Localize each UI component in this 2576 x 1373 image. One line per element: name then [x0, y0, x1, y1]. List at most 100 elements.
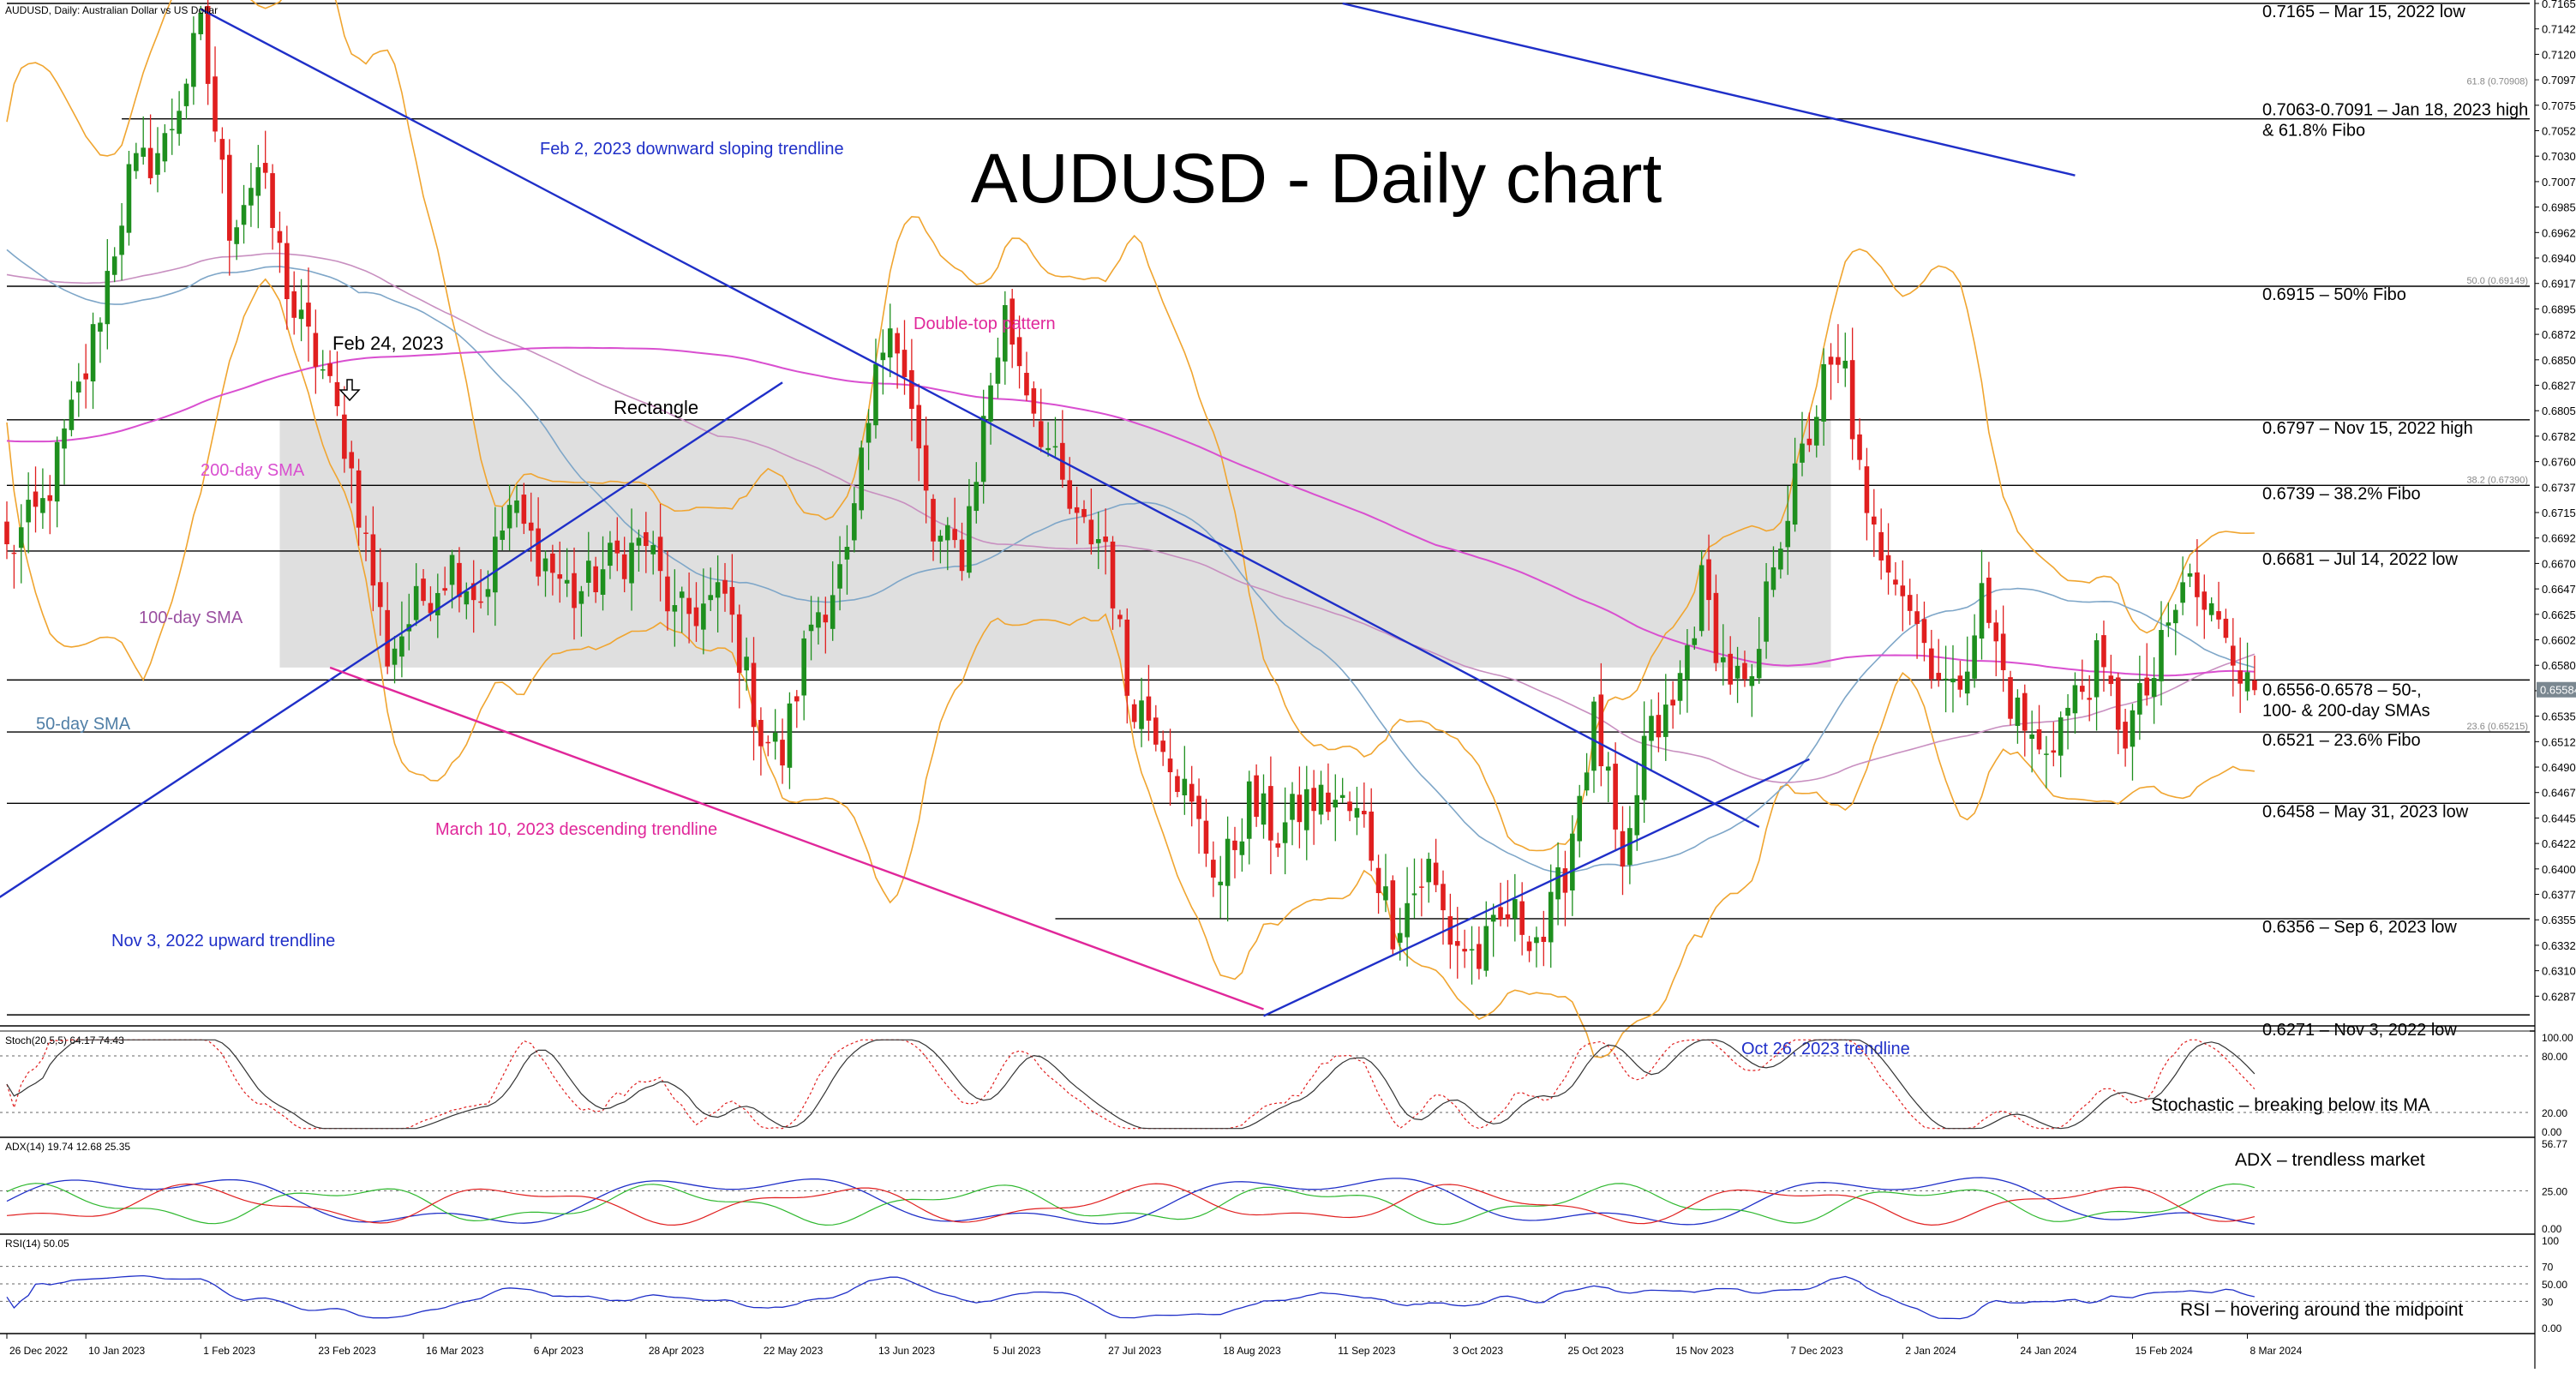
candle-body: [1534, 937, 1539, 944]
candle-body: [873, 363, 878, 426]
candle-body: [923, 445, 929, 491]
candle-body: [1641, 735, 1647, 800]
candle-body: [1577, 795, 1583, 842]
candle-body: [1950, 678, 1956, 683]
level-label: 0.6271 – Nov 3, 2022 low: [2262, 1021, 2457, 1040]
candle-body: [1598, 694, 1604, 767]
candle-body: [1872, 516, 1877, 525]
candle-body: [1175, 776, 1180, 792]
candle-body: [47, 495, 53, 501]
candle-body: [54, 441, 60, 502]
down-arrow-icon: [338, 379, 361, 402]
candle-body: [111, 256, 117, 275]
candle-body: [1375, 867, 1381, 894]
candle-body: [665, 576, 670, 612]
rsi-axis-label: 100: [2542, 1235, 2559, 1247]
candle-body: [1785, 520, 1791, 548]
y-tick-label: 0.67825: [2542, 430, 2576, 443]
candle-body: [837, 564, 842, 589]
rsi-axis-label: 50.00: [2542, 1279, 2567, 1291]
fibo-tag: 50.0 (0.69149): [2466, 276, 2528, 286]
candle-body: [134, 153, 139, 171]
x-tick-label: 10 Jan 2023: [88, 1345, 145, 1357]
candle-body: [1282, 822, 1288, 843]
candle-body: [1914, 611, 1920, 625]
candle-body: [363, 532, 368, 534]
candle-body: [608, 543, 613, 567]
candle-body: [536, 528, 541, 577]
candle-body: [1045, 447, 1051, 451]
level-label-2: & 61.8% Fibo: [2262, 122, 2365, 141]
candle-body: [1548, 891, 1554, 943]
candle-body: [1405, 902, 1410, 938]
candle-body: [1131, 704, 1137, 722]
candle-body: [1770, 567, 1776, 591]
rsi-axis-label: 70: [2542, 1262, 2554, 1274]
candle-body: [1662, 704, 1668, 737]
candle-body: [830, 595, 836, 629]
candle-body: [147, 147, 153, 178]
candle-body: [119, 225, 124, 255]
candle-body: [636, 537, 642, 546]
candle-body: [1936, 673, 1942, 681]
candle-body: [1411, 893, 1417, 896]
y-tick-label: 0.67375: [2542, 481, 2576, 494]
y-tick-label: 0.70075: [2542, 176, 2576, 189]
candle-body: [1139, 700, 1144, 729]
candle-body: [219, 139, 225, 160]
candle-body: [1038, 421, 1044, 447]
candle-body: [1656, 715, 1662, 738]
candle-body: [1462, 949, 1467, 952]
candle-body: [772, 732, 778, 742]
candle-body: [1303, 788, 1309, 830]
candle-body: [621, 554, 627, 579]
candle-body: [1218, 881, 1224, 885]
candle-body: [1921, 619, 1927, 644]
candle-body: [967, 506, 972, 573]
candle-body: [1095, 539, 1101, 543]
candle-body: [1570, 833, 1575, 890]
candle-body: [751, 663, 757, 728]
candle-body: [1986, 577, 1992, 623]
candle-body: [234, 227, 239, 244]
symbol-label: AUDUSD, Daily: Australian Dollar vs US D…: [5, 4, 218, 16]
candle-body: [2216, 611, 2221, 620]
candle-body: [1800, 443, 1805, 463]
candle-body: [1957, 675, 1963, 690]
candle-body: [1756, 649, 1762, 679]
candle-body: [213, 76, 218, 132]
candle-body: [1469, 949, 1475, 950]
candle-body: [1893, 579, 1898, 585]
candle-body: [1907, 595, 1913, 611]
candle-body: [1698, 565, 1704, 632]
candle-body: [1196, 795, 1201, 819]
candle-body: [1620, 830, 1626, 867]
candle-body: [1167, 758, 1173, 772]
candle-body: [1792, 463, 1798, 525]
candle-body: [62, 428, 67, 449]
x-tick-label: 22 May 2023: [764, 1345, 824, 1357]
candle-body: [1943, 678, 1949, 681]
y-tick-label: 0.64675: [2542, 787, 2576, 800]
candle-body: [2130, 710, 2136, 747]
candle-body: [1290, 794, 1295, 820]
candle-body: [285, 243, 290, 300]
candle-body: [1311, 788, 1316, 812]
current-price-label: 0.65584: [2540, 684, 2576, 697]
candle-body: [959, 539, 965, 572]
y-tick-label: 0.66025: [2542, 634, 2576, 647]
candle-body: [1728, 653, 1733, 685]
candle-body: [255, 167, 261, 196]
x-tick-label: 24 Jan 2024: [2020, 1345, 2076, 1357]
candle-body: [1513, 899, 1518, 919]
candle-body: [2029, 734, 2034, 740]
candle-body: [859, 447, 865, 511]
candle-body: [1505, 914, 1511, 920]
candle-body: [2000, 633, 2006, 670]
candle-body: [2208, 603, 2214, 615]
